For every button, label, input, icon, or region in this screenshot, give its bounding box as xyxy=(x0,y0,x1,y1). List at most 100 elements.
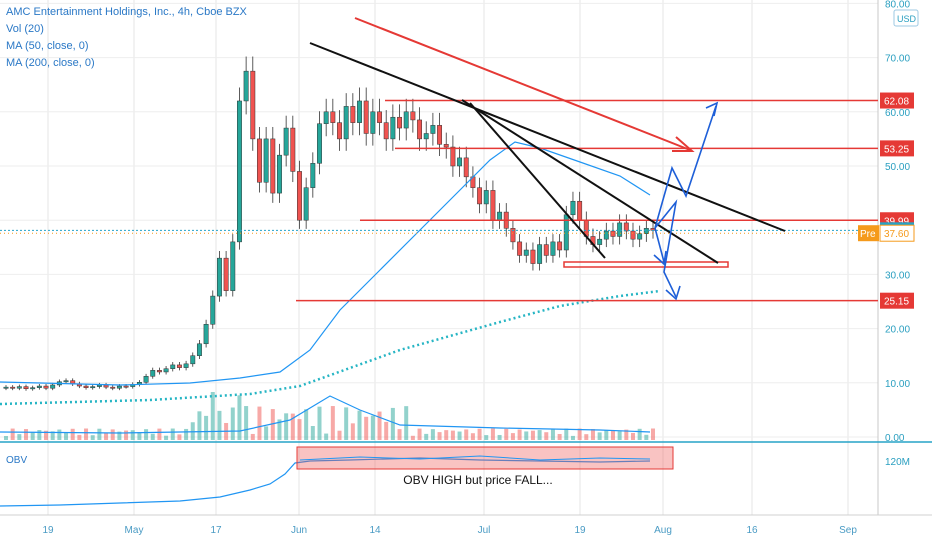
volume-bar xyxy=(237,395,242,440)
y-tick-label: 10.00 xyxy=(885,379,910,390)
candle-body xyxy=(597,238,603,245)
forecast-path-down xyxy=(654,199,678,298)
candle-body xyxy=(283,127,289,156)
volume-bar xyxy=(217,410,222,440)
x-tick-label: Aug xyxy=(654,525,672,536)
volume-bar xyxy=(484,435,489,440)
candle-body xyxy=(617,222,623,237)
y-tick-label: 20.00 xyxy=(885,325,910,336)
volume-bar xyxy=(110,429,115,440)
symbol-title[interactable]: AMC Entertainment Holdings, Inc., 4h, Cb… xyxy=(6,6,247,18)
volume-bar xyxy=(617,431,622,440)
forecast-path-up xyxy=(654,105,717,229)
volume-bar xyxy=(330,406,335,440)
x-tick-label: Sep xyxy=(839,525,857,536)
volume-bar xyxy=(364,416,369,440)
candle-body xyxy=(417,119,422,140)
candle-body xyxy=(297,171,302,221)
volume-bar xyxy=(90,435,95,440)
pre-price-label: 37.60 xyxy=(884,229,909,240)
candle-body xyxy=(30,387,36,390)
candle-body xyxy=(343,106,349,140)
candle-body xyxy=(510,228,516,243)
currency-label: USD xyxy=(897,14,917,24)
candle-body xyxy=(3,386,9,389)
candle-body xyxy=(203,324,209,345)
x-tick-label: Jul xyxy=(478,525,491,536)
volume-bar xyxy=(264,426,269,440)
pre-label-text: Pre xyxy=(860,229,876,240)
forecast-paths xyxy=(653,101,719,301)
volume-bar xyxy=(257,406,262,440)
candle-body xyxy=(557,241,563,251)
candle-body xyxy=(497,211,503,221)
volume-bar xyxy=(17,434,22,440)
candle-body xyxy=(430,125,436,134)
ma50-indicator-label[interactable]: MA (50, close, 0) xyxy=(6,40,89,52)
candle-body xyxy=(383,122,389,140)
ma200-indicator-label[interactable]: MA (200, close, 0) xyxy=(6,57,95,69)
candle-body xyxy=(483,190,489,205)
candle-body xyxy=(303,187,309,221)
volume-bar xyxy=(270,409,275,440)
candle-body xyxy=(577,200,583,221)
volume-bar xyxy=(430,429,435,440)
volume-bar xyxy=(610,430,615,440)
volume-bar xyxy=(644,434,649,440)
volume-bar xyxy=(304,409,309,440)
candle-body xyxy=(223,257,229,291)
volume-bars xyxy=(4,392,655,440)
volume-bar xyxy=(97,428,102,440)
volume-bar xyxy=(437,432,442,440)
candle-body xyxy=(310,163,316,188)
chart-legend: AMC Entertainment Holdings, Inc., 4h, Cb… xyxy=(6,4,247,72)
volume-indicator-label[interactable]: Vol (20) xyxy=(6,23,44,35)
candle-body xyxy=(216,257,222,297)
candle-body xyxy=(477,187,483,205)
volume-bar xyxy=(590,429,595,440)
volume-bar xyxy=(204,415,209,440)
volume-bar xyxy=(250,433,255,440)
candle-body xyxy=(103,384,109,388)
candle-body xyxy=(323,111,329,124)
volume-bar xyxy=(130,430,135,440)
obv-line xyxy=(0,457,651,507)
forecast-arrow-up xyxy=(705,101,719,117)
price-level-label: 62.08 xyxy=(884,97,909,108)
pre-label-tag xyxy=(858,225,879,242)
volume-bar xyxy=(584,434,589,440)
volume-bar xyxy=(397,429,402,440)
volume-bar xyxy=(457,431,462,440)
volume-bar xyxy=(577,428,582,440)
candle-body xyxy=(83,385,89,388)
candle-body xyxy=(170,364,176,369)
candle-body xyxy=(263,138,269,183)
volume-bar xyxy=(544,432,549,440)
candle-body xyxy=(176,364,182,368)
volume-bar xyxy=(377,411,382,440)
pre-price-tag xyxy=(879,224,915,242)
candle-body xyxy=(570,200,576,216)
volume-bar xyxy=(524,431,529,440)
candle-body xyxy=(237,100,242,243)
volume-bar xyxy=(637,428,642,440)
volume-bar xyxy=(290,413,295,440)
candle-body xyxy=(330,111,336,123)
candle-body xyxy=(370,111,376,134)
x-tick-label: 17 xyxy=(210,525,222,536)
volume-bar xyxy=(350,423,355,440)
obv-pane-label[interactable]: OBV xyxy=(6,455,28,466)
price-level-label: 53.25 xyxy=(884,144,909,155)
volume-bar xyxy=(530,430,535,440)
x-tick-label: Jun xyxy=(291,525,307,536)
volume-bar xyxy=(184,428,189,440)
candle-body xyxy=(210,295,216,325)
volume-bar xyxy=(197,411,202,440)
volume-bar xyxy=(624,429,629,440)
candle-body xyxy=(150,370,156,377)
volume-bar xyxy=(564,428,569,440)
candle-body xyxy=(397,116,402,129)
x-tick-label: 19 xyxy=(42,525,54,536)
ma50-line xyxy=(0,141,651,386)
